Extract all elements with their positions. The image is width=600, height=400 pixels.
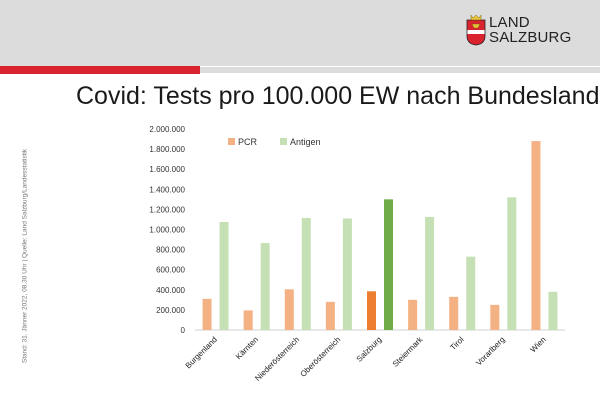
- legend-label: Antigen: [290, 137, 321, 147]
- y-tick-label: 1.400.000: [149, 185, 185, 194]
- logo-line-salzburg: SALZBURG: [489, 29, 572, 46]
- accent-line-grey: [200, 67, 600, 73]
- bar-pcr: [202, 298, 212, 330]
- bar-pcr: [408, 299, 418, 330]
- bar-pcr: [531, 141, 541, 330]
- bar-pcr: [449, 296, 459, 330]
- y-tick-label: 600.000: [156, 266, 185, 275]
- y-tick-label: 800.000: [156, 246, 185, 255]
- y-tick-label: 1.200.000: [149, 205, 185, 214]
- x-tick-label: Tirol: [448, 335, 465, 352]
- bar-pcr: [490, 304, 500, 330]
- bar-antigen: [219, 221, 229, 330]
- legend-swatch: [280, 138, 287, 145]
- page-title: Covid: Tests pro 100.000 EW nach Bundesl…: [76, 82, 600, 110]
- y-tick-label: 200.000: [156, 306, 185, 315]
- bar-antigen: [260, 243, 270, 330]
- land-salzburg-logo[interactable]: LAND SALZBURG: [466, 14, 576, 50]
- bar-antigen: [466, 256, 476, 330]
- bar-antigen: [301, 217, 311, 330]
- bar-antigen: [507, 197, 517, 330]
- logo-wordmark: LAND SALZBURG: [489, 15, 571, 45]
- bar-antigen: [384, 199, 393, 330]
- logo-line-land: LAND: [489, 14, 530, 31]
- x-tick-label: Steiermark: [391, 334, 425, 368]
- x-tick-label: Burgenland: [184, 335, 219, 370]
- x-tick-label: Wien: [529, 335, 548, 354]
- x-tick-label: Niederösterreich: [253, 335, 301, 383]
- x-tick-label: Oberösterreich: [299, 335, 343, 379]
- bar-pcr: [284, 289, 294, 330]
- x-tick-label: Salzburg: [355, 335, 384, 364]
- coat-of-arms-icon: [466, 14, 486, 46]
- bar-pcr: [367, 291, 376, 330]
- header-bar: [0, 0, 600, 66]
- y-tick-label: 2.000.000: [149, 125, 185, 134]
- bar-antigen: [548, 291, 558, 330]
- x-tick-label: Vorarlberg: [474, 335, 506, 367]
- y-tick-label: 1.600.000: [149, 165, 185, 174]
- accent-line-red: [0, 66, 200, 74]
- x-tick-label: Kärnten: [234, 335, 260, 361]
- y-tick-label: 0: [181, 326, 186, 335]
- bar-antigen: [342, 218, 352, 330]
- y-tick-label: 400.000: [156, 286, 185, 295]
- legend-label: PCR: [238, 137, 258, 147]
- y-tick-label: 1.800.000: [149, 145, 185, 154]
- bar-antigen: [425, 216, 435, 330]
- bar-pcr: [325, 301, 335, 330]
- bar-pcr: [243, 310, 253, 330]
- legend-swatch: [228, 138, 235, 145]
- y-tick-label: 1.000.000: [149, 226, 185, 235]
